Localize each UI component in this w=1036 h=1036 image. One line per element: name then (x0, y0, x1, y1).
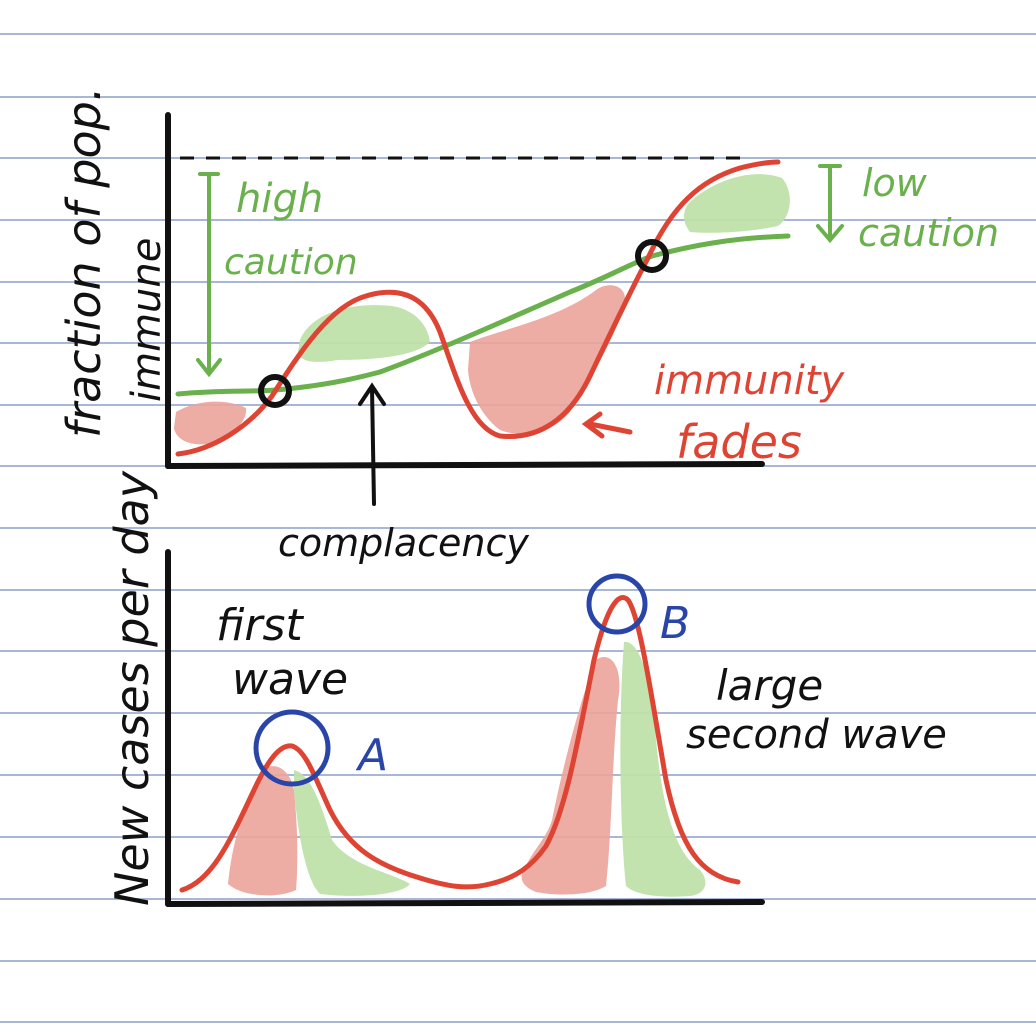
low-caution-bracket (816, 164, 844, 244)
intersection-circle-left (258, 374, 292, 408)
immunity-fades-label-line1: immunity (654, 358, 846, 404)
top-y-axis-label-line2: immune (124, 238, 170, 402)
green-shading-second-wave (620, 641, 706, 897)
top-panel: fraction of pop. immune high caution low… (57, 87, 999, 565)
marker-circle-a (253, 709, 331, 787)
first-wave-label-line1: first (216, 600, 304, 651)
complacency-label: complacency (278, 521, 529, 565)
new-cases-curve (179, 595, 741, 893)
marker-circle-b (586, 573, 648, 635)
bottom-x-axis (165, 899, 765, 907)
red-shading-first-wave (228, 766, 298, 896)
top-y-axis-label-line1: fraction of pop. (57, 87, 111, 438)
red-shading-low-start (174, 401, 247, 445)
complacency-arrow (358, 382, 386, 506)
green-shading-first-wave (294, 770, 410, 896)
intersection-circle-right (635, 239, 669, 273)
first-wave-label-line2: wave (232, 654, 348, 705)
green-shading-top-right (684, 174, 790, 233)
low-caution-label-line1: low (862, 161, 928, 205)
immunity-fades-label-line2: fades (676, 415, 802, 469)
bottom-y-axis-label: New cases per day (105, 470, 159, 906)
low-caution-label-line2: caution (858, 211, 999, 255)
immunity-fades-arrow (581, 411, 633, 439)
high-caution-label-line2: caution (224, 242, 358, 283)
bottom-panel: New cases per day first wave large secon… (105, 470, 947, 907)
red-shading-dip (468, 285, 626, 434)
top-x-axis (165, 461, 765, 469)
red-fluctuating-curve (175, 159, 781, 457)
large-second-wave-label-line2: second wave (686, 712, 947, 758)
high-caution-label-line1: high (236, 176, 323, 222)
large-second-wave-label-line1: large (716, 661, 823, 710)
marker-a-label: A (355, 730, 388, 781)
marker-b-label: B (660, 598, 690, 649)
high-caution-bracket (196, 172, 222, 378)
